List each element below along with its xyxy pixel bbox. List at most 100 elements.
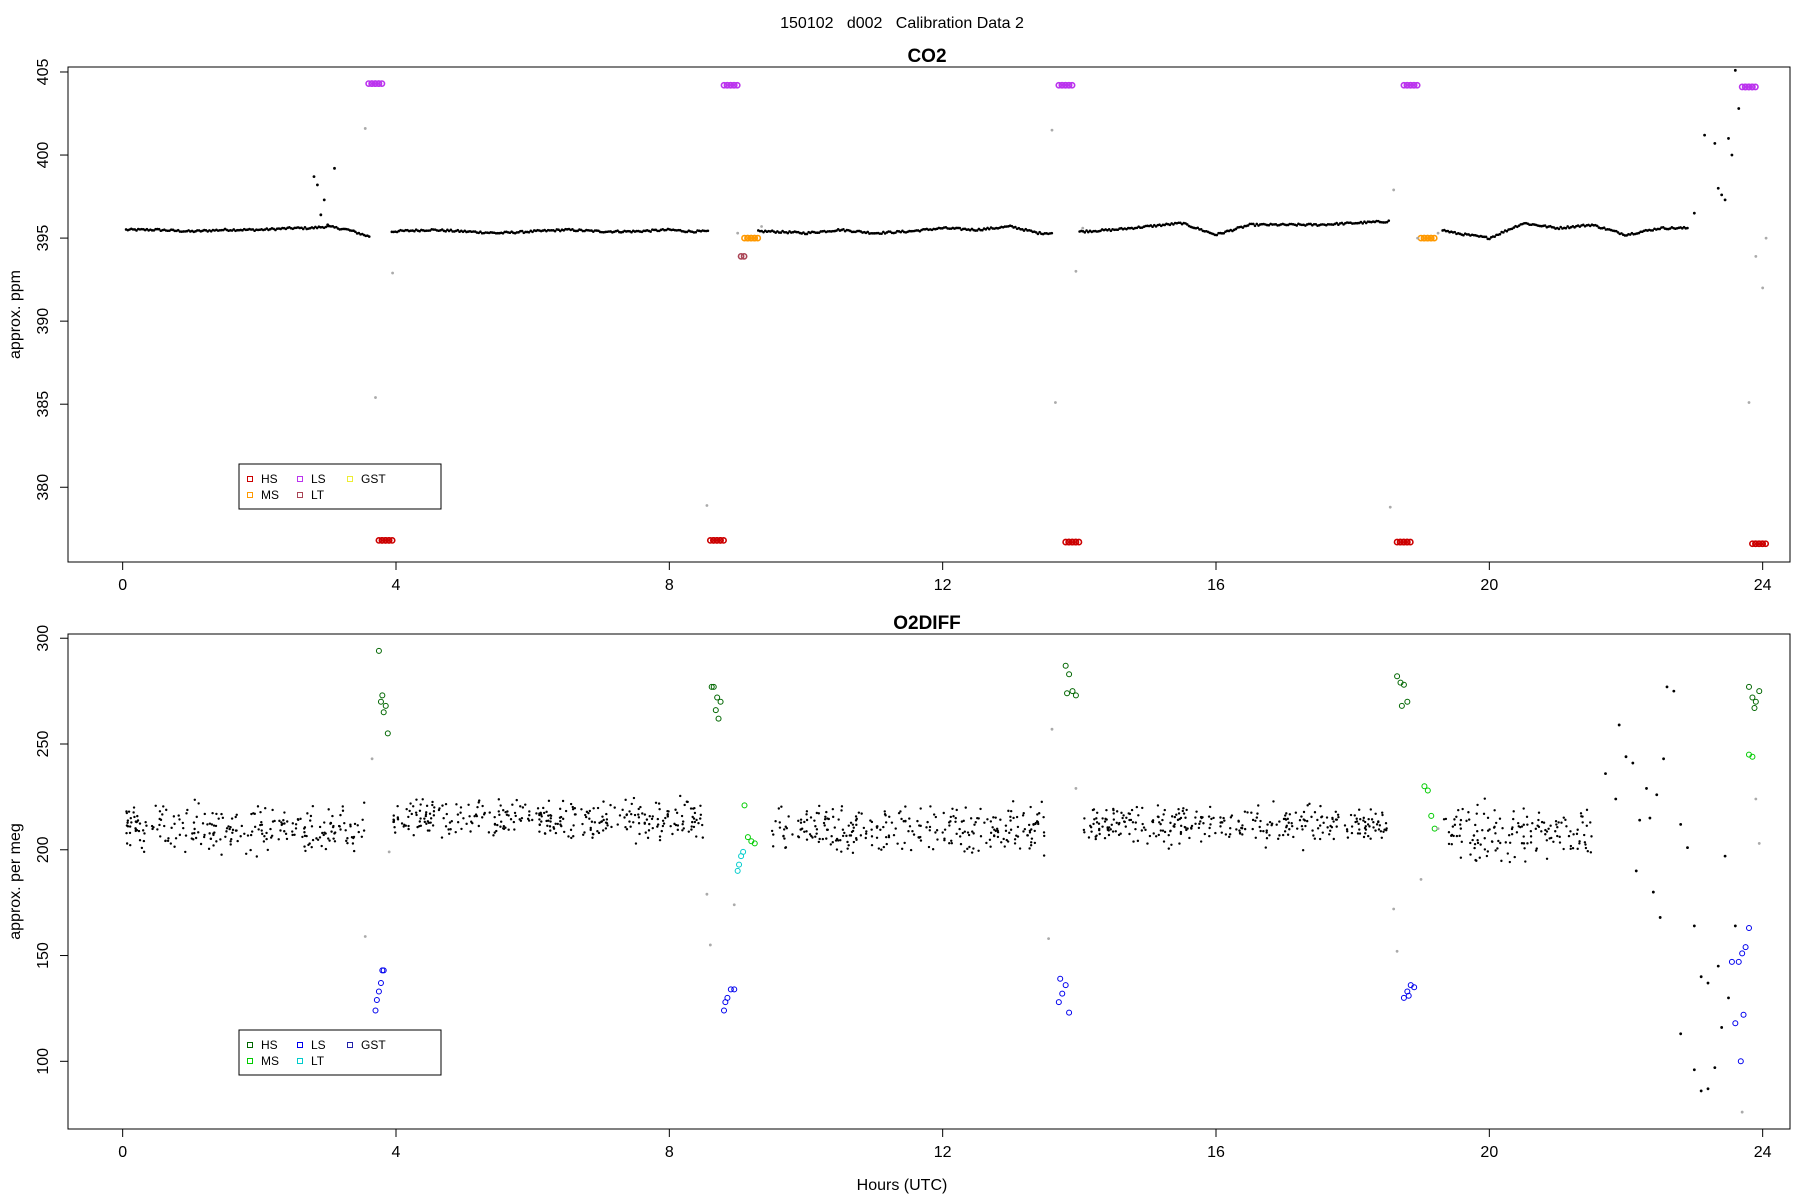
data-point [692, 825, 696, 829]
data-point [396, 816, 400, 819]
data-point [1581, 223, 1585, 227]
data-point [1337, 815, 1340, 819]
series-LT [737, 252, 748, 260]
data-point [604, 827, 608, 830]
data-point [972, 832, 975, 835]
data-point [1476, 841, 1480, 845]
data-point [203, 833, 206, 837]
data-point [1474, 858, 1477, 862]
data-point [1091, 808, 1095, 812]
data-point [351, 842, 355, 845]
x-tick-label: 24 [1754, 1144, 1772, 1161]
data-point [916, 819, 919, 823]
data-point [1749, 694, 1756, 701]
data-point [499, 825, 502, 828]
data-point [1036, 232, 1040, 236]
data-point [1584, 843, 1587, 846]
data-point [903, 841, 906, 845]
data-point [1094, 837, 1097, 841]
data-point [870, 835, 874, 838]
data-point [1238, 829, 1241, 832]
data-point [870, 843, 874, 847]
data-point [1255, 222, 1259, 226]
data-point [1169, 829, 1172, 833]
data-point [1075, 538, 1083, 546]
data-point [1554, 820, 1558, 823]
data-point [1255, 816, 1259, 819]
data-point [911, 830, 914, 833]
data-point [720, 81, 728, 89]
data-point [593, 821, 597, 824]
data-point [1112, 812, 1115, 815]
data-point [1106, 828, 1110, 832]
data-point [1494, 849, 1497, 852]
data-point [1141, 806, 1144, 810]
data-point [497, 798, 501, 801]
data-point [570, 836, 573, 840]
data-point [1421, 783, 1428, 790]
data-point [661, 824, 665, 828]
data-point [244, 852, 248, 855]
legend-label: HS [261, 1038, 278, 1052]
data-point [667, 810, 670, 813]
data-point [1728, 958, 1735, 965]
data-point [1476, 839, 1479, 842]
data-point [1692, 924, 1696, 928]
data-point [1692, 1068, 1696, 1072]
data-point [1474, 823, 1477, 827]
data-point [1377, 828, 1381, 831]
data-point [1336, 813, 1340, 816]
data-point [229, 843, 232, 846]
data-point [221, 816, 225, 820]
data-point [1154, 835, 1158, 838]
data-point [610, 825, 613, 829]
data-point [780, 805, 783, 808]
data-point [1118, 821, 1121, 825]
data-point [637, 822, 641, 825]
data-point [1749, 753, 1756, 760]
data-point [1162, 840, 1166, 843]
data-point [779, 231, 783, 234]
data-point [1291, 824, 1294, 828]
data-point [538, 830, 541, 833]
data-point [572, 824, 575, 827]
data-point [543, 832, 547, 835]
data-point [1183, 825, 1187, 829]
data-point [805, 810, 809, 813]
data-point [648, 815, 651, 818]
data-point [651, 815, 654, 818]
data-point [1000, 841, 1003, 844]
data-point [192, 838, 195, 841]
legend-swatch [347, 1042, 353, 1048]
data-point [1188, 836, 1191, 840]
data-point [1265, 831, 1268, 834]
series-MS [741, 751, 1756, 847]
data-point [1152, 832, 1155, 835]
data-point [1037, 812, 1041, 815]
data-point [1353, 814, 1356, 817]
data-point [1087, 836, 1091, 839]
data-point [592, 833, 595, 836]
data-point [1465, 819, 1468, 823]
data-point [1074, 269, 1078, 273]
data-point [182, 826, 185, 830]
data-point [1585, 808, 1589, 812]
data-point [356, 824, 359, 827]
data-point [341, 809, 345, 812]
data-point [1723, 198, 1727, 202]
data-point [1559, 225, 1563, 229]
data-point [666, 813, 669, 816]
data-point [981, 228, 984, 232]
data-point [1254, 819, 1257, 822]
data-point [1326, 826, 1329, 829]
data-point [658, 835, 662, 838]
data-point [628, 820, 631, 823]
data-point [252, 812, 255, 815]
data-point [989, 820, 993, 823]
data-point [132, 806, 136, 809]
data-point [699, 817, 702, 820]
data-point [253, 825, 257, 829]
data-point [580, 808, 583, 811]
